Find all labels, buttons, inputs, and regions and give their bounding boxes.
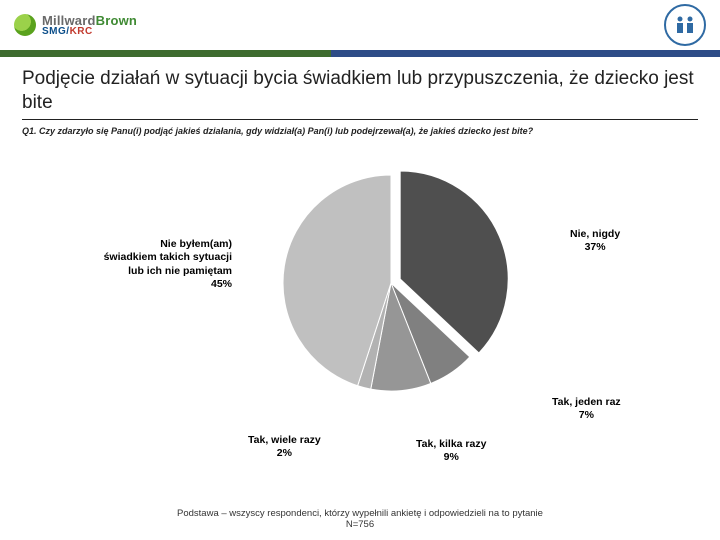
pie-label-kilka_razy: Tak, kilka razy 9% <box>416 438 486 465</box>
partner-logo-icon <box>664 4 706 46</box>
pie-label-jeden_raz: Tak, jeden raz 7% <box>552 396 621 423</box>
brand-sub-a: SMG/ <box>42 26 70 37</box>
brand-name-part-b: Brown <box>96 13 137 28</box>
pie-chart: Nie, nigdy 37% Tak, jeden raz 7% Tak, kilk… <box>22 136 698 496</box>
header: MillwardBrown SMG/KRC <box>0 0 720 50</box>
footer-note: Podstawa – wszyscy respondenci, którzy w… <box>0 508 720 530</box>
pie-label-nie_bylem: Nie byłem(am) świadkiem takich sytuacji … <box>82 238 232 293</box>
slide-title: Podjęcie działań w sytuacji bycia świadk… <box>22 67 698 115</box>
title-underline <box>22 119 698 120</box>
brand-mark-icon <box>14 14 36 36</box>
brand-sub-b: KRC <box>70 26 93 37</box>
brand-logo-left: MillwardBrown SMG/KRC <box>14 13 137 37</box>
divider-rule <box>0 50 720 57</box>
content-area: Podjęcie działań w sytuacji bycia świadk… <box>0 57 720 496</box>
pie-svg <box>276 168 536 428</box>
pie-label-wiele_razy: Tak, wiele razy 2% <box>248 434 321 461</box>
question-text: Q1. Czy zdarzyło się Panu(i) podjąć jaki… <box>22 126 698 136</box>
pie-label-nigdy: Nie, nigdy 37% <box>570 228 620 255</box>
brand-text-block: MillwardBrown SMG/KRC <box>42 13 137 37</box>
footer-line-2: N=756 <box>0 519 720 530</box>
footer-line-1: Podstawa – wszyscy respondenci, którzy w… <box>0 508 720 519</box>
